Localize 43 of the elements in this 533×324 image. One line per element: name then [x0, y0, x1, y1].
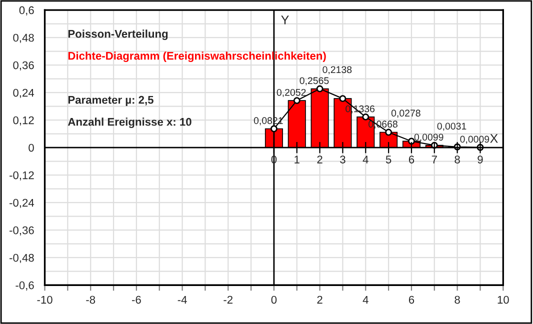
- x-tick-label: 4: [362, 296, 368, 304]
- y-tick-label: 0,24: [13, 88, 34, 98]
- x-tick-label: 2: [317, 296, 322, 304]
- x-tick-label: 6: [408, 296, 414, 304]
- x2-axis-title: X: [490, 134, 498, 143]
- text: Poisson-Verteilung: [68, 30, 168, 40]
- x-tick-label: -6: [132, 296, 141, 304]
- x2-tick-label: 6: [408, 156, 414, 164]
- x2-tick-label: 7: [432, 156, 437, 164]
- data-label: 0,0009: [460, 136, 490, 144]
- x-tick-label: -2: [224, 296, 233, 304]
- data-label: 0,2138: [322, 66, 352, 74]
- x2-tick-label: 3: [340, 156, 346, 164]
- x2-tick-label: 4: [362, 156, 368, 164]
- y-tick-label: -0,12: [10, 171, 34, 181]
- y-axis-title: Y: [281, 16, 289, 24]
- y-tick-label: 0,36: [13, 61, 34, 71]
- y-tick-label: 0,6: [19, 6, 34, 16]
- y-tick-label: -0,36: [10, 226, 34, 236]
- x-tick-label: 10: [498, 296, 509, 304]
- x-tick-label: 8: [454, 296, 460, 304]
- data-label: 0,0031: [437, 122, 466, 131]
- x-tick-label: -10: [37, 296, 52, 304]
- data-label: 0,2565: [300, 77, 329, 86]
- y-tick-label: -0,6: [16, 281, 34, 291]
- annotation: Anzahl Ereignisse x: 10: [68, 118, 192, 128]
- y-tick-label: -0,24: [10, 198, 34, 208]
- data-label: 0,0099: [414, 134, 444, 142]
- x2-tick-label: 5: [386, 156, 392, 164]
- annotation: Parameter µ: 2,5: [68, 96, 154, 106]
- x2-tick-label: 9: [478, 156, 483, 164]
- x2-tick-label: 1: [294, 156, 300, 164]
- x-tick-label: -8: [86, 296, 96, 304]
- x-tick-label: 0: [271, 296, 277, 304]
- y-tick-label: -0,48: [10, 254, 34, 264]
- x2-tick-label: 2: [317, 156, 322, 164]
- y-tick-label: 0,48: [13, 34, 34, 43]
- data-label: 0,0278: [391, 110, 420, 118]
- y-tick-label: 0,12: [13, 116, 34, 126]
- y-tick-label: 0: [28, 144, 34, 152]
- x-tick-label: -4: [178, 296, 187, 304]
- data-label: 0,2052: [276, 88, 306, 97]
- x2-tick-label: 8: [454, 156, 460, 164]
